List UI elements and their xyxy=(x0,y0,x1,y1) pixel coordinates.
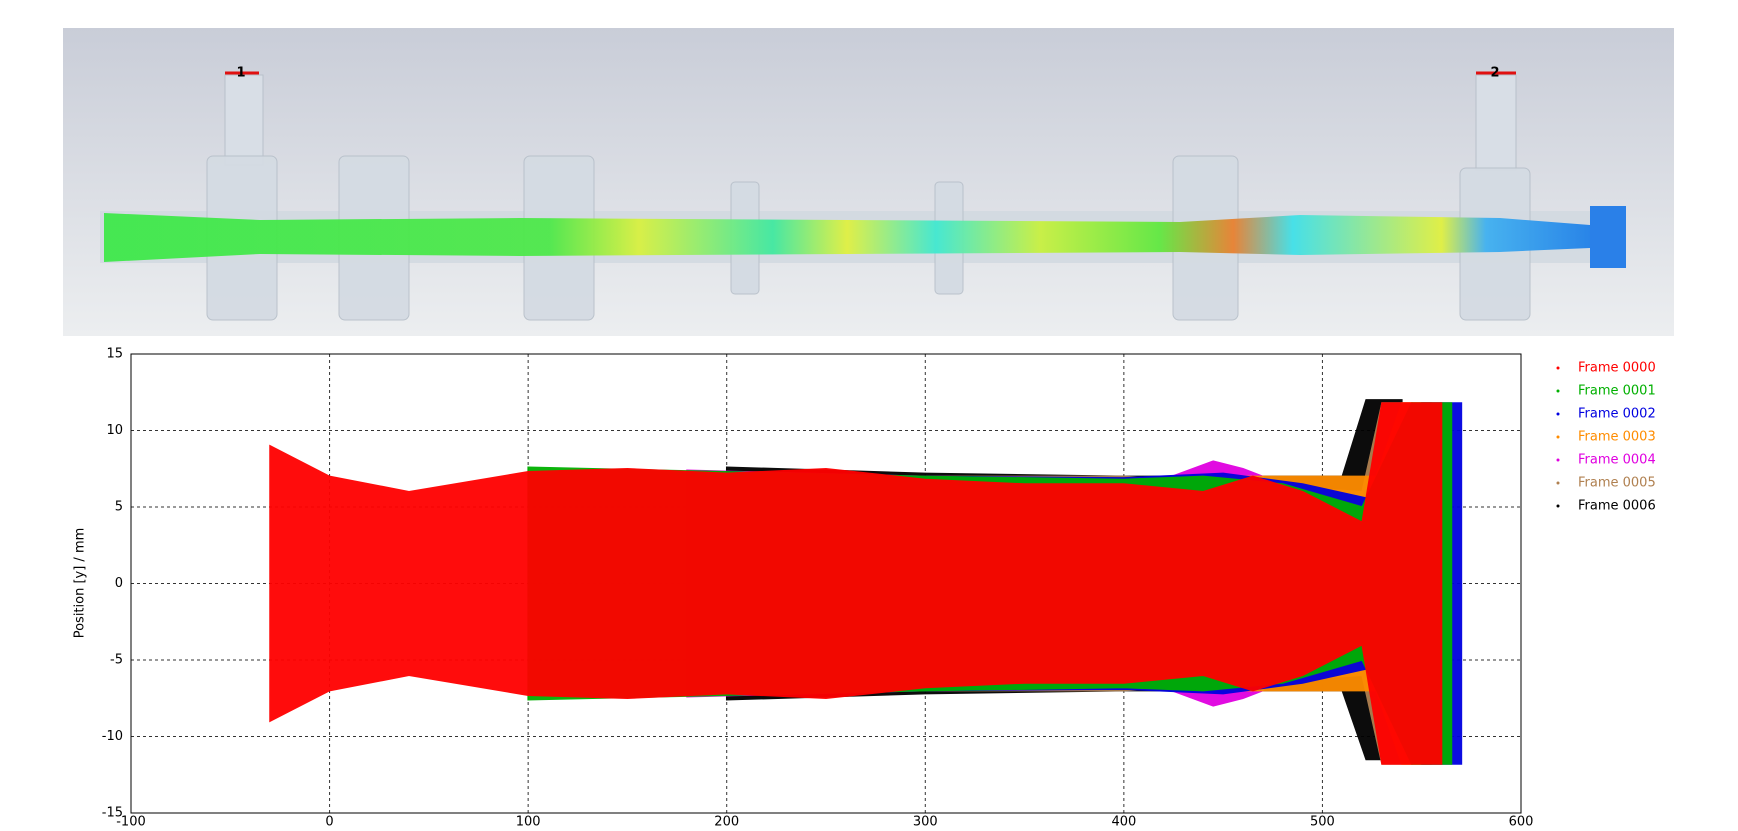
legend-marker xyxy=(1557,459,1560,462)
page: 1 2 -15-10-5051015-100010020030040050060… xyxy=(0,0,1738,827)
y-axis-label: Position [y] / mm xyxy=(73,528,88,639)
collector xyxy=(1590,206,1626,268)
legend-label: Frame 0003 xyxy=(1578,430,1656,445)
x-tick-label: 400 xyxy=(1111,815,1136,828)
legend-label: Frame 0004 xyxy=(1578,453,1656,468)
legend-marker xyxy=(1557,367,1560,370)
y-tick-label: -5 xyxy=(110,653,123,668)
x-tick-label: 100 xyxy=(516,815,541,828)
y-tick-label: 5 xyxy=(115,500,123,515)
x-tick-label: 600 xyxy=(1509,815,1534,828)
legend-label: Frame 0005 xyxy=(1578,476,1656,491)
legend-marker xyxy=(1557,413,1560,416)
legend-marker xyxy=(1557,390,1560,393)
legend-label: Frame 0001 xyxy=(1578,384,1656,399)
legend-marker xyxy=(1557,436,1560,439)
model-view: 1 2 xyxy=(63,28,1674,336)
x-tick-label: 500 xyxy=(1310,815,1335,828)
port-label: 2 xyxy=(1490,66,1499,81)
legend-label: Frame 0006 xyxy=(1578,499,1656,514)
legend-marker xyxy=(1557,505,1560,508)
port-label: 1 xyxy=(236,66,245,81)
legend-label: Frame 0000 xyxy=(1578,361,1656,376)
legend-label: Frame 0002 xyxy=(1578,407,1656,422)
x-tick-label: 200 xyxy=(714,815,739,828)
y-tick-label: -10 xyxy=(102,729,123,744)
render-background xyxy=(63,28,1674,336)
x-tick-label: -100 xyxy=(116,815,146,828)
x-tick-label: 0 xyxy=(325,815,333,828)
y-tick-label: 15 xyxy=(106,347,123,362)
x-tick-label: 300 xyxy=(913,815,938,828)
y-tick-label: 0 xyxy=(115,576,123,591)
port-tube xyxy=(225,75,263,165)
y-tick-label: 10 xyxy=(106,423,123,438)
port-tube xyxy=(1476,75,1516,170)
legend-marker xyxy=(1557,482,1560,485)
